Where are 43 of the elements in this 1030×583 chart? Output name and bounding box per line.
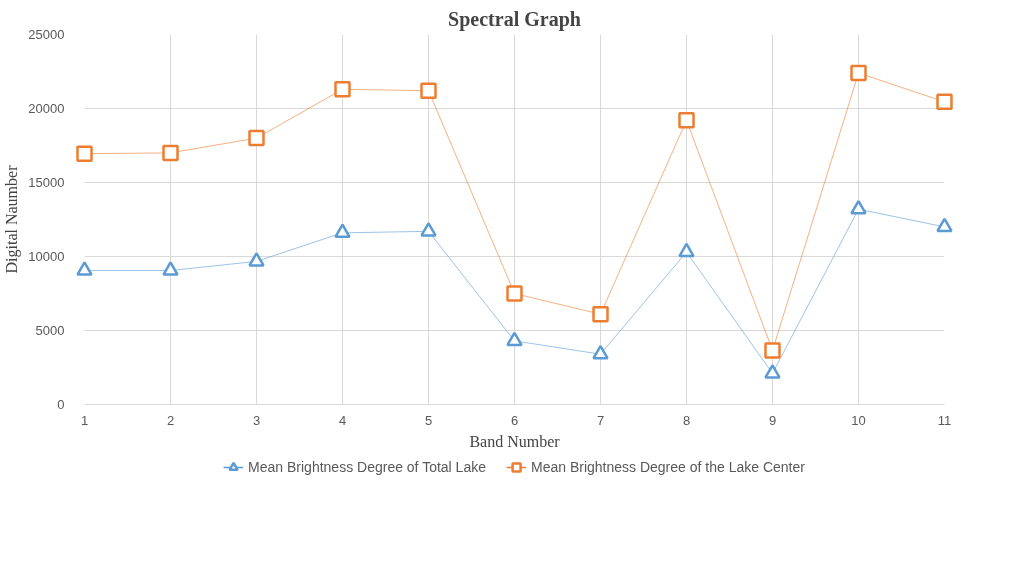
y-tick-label: 25000 bbox=[28, 27, 65, 42]
x-tick-label: 6 bbox=[510, 412, 519, 428]
point bbox=[592, 305, 609, 323]
point bbox=[936, 93, 953, 111]
y-tick-label: 5000 bbox=[35, 323, 65, 338]
point bbox=[506, 331, 523, 347]
chart-title: Spectral Graph bbox=[448, 7, 581, 31]
x-tick-label: 3 bbox=[252, 412, 261, 428]
x-tick-label: 2 bbox=[166, 412, 175, 428]
point bbox=[248, 252, 265, 267]
point bbox=[76, 261, 93, 276]
point bbox=[850, 199, 867, 215]
x-tick-label: 9 bbox=[768, 412, 777, 428]
y-axis-title: Digital Naumber bbox=[3, 164, 22, 274]
y-tick-label: 15000 bbox=[28, 175, 65, 190]
point bbox=[334, 81, 351, 98]
y-tick-label: 20000 bbox=[28, 101, 65, 116]
point bbox=[420, 82, 437, 99]
x-tick-label: 11 bbox=[937, 412, 952, 428]
x-tick-label: 10 bbox=[851, 412, 866, 428]
point bbox=[162, 261, 179, 276]
point bbox=[506, 285, 523, 302]
legend-label: Mean Brightness Degree of the Lake Center bbox=[530, 459, 805, 475]
x-tick-label: 1 bbox=[80, 412, 89, 428]
point bbox=[678, 242, 695, 258]
x-tick-label: 7 bbox=[596, 412, 605, 428]
legend-label: Mean Brightness Degree of Total Lake bbox=[248, 459, 486, 475]
x-tick-label: 4 bbox=[338, 412, 347, 428]
y-tick-label: 10000 bbox=[28, 249, 65, 264]
point bbox=[420, 222, 437, 237]
point bbox=[248, 129, 265, 147]
point bbox=[334, 223, 351, 239]
y-tick-label: 0 bbox=[57, 397, 65, 412]
point bbox=[850, 64, 867, 82]
point bbox=[592, 344, 609, 360]
point bbox=[764, 364, 781, 379]
point bbox=[162, 144, 179, 162]
x-axis-title: Band Number bbox=[469, 432, 561, 450]
point bbox=[678, 112, 695, 129]
x-tick-label: 5 bbox=[424, 412, 433, 428]
point bbox=[76, 145, 93, 162]
point bbox=[936, 217, 953, 233]
x-tick-label: 8 bbox=[682, 412, 691, 428]
